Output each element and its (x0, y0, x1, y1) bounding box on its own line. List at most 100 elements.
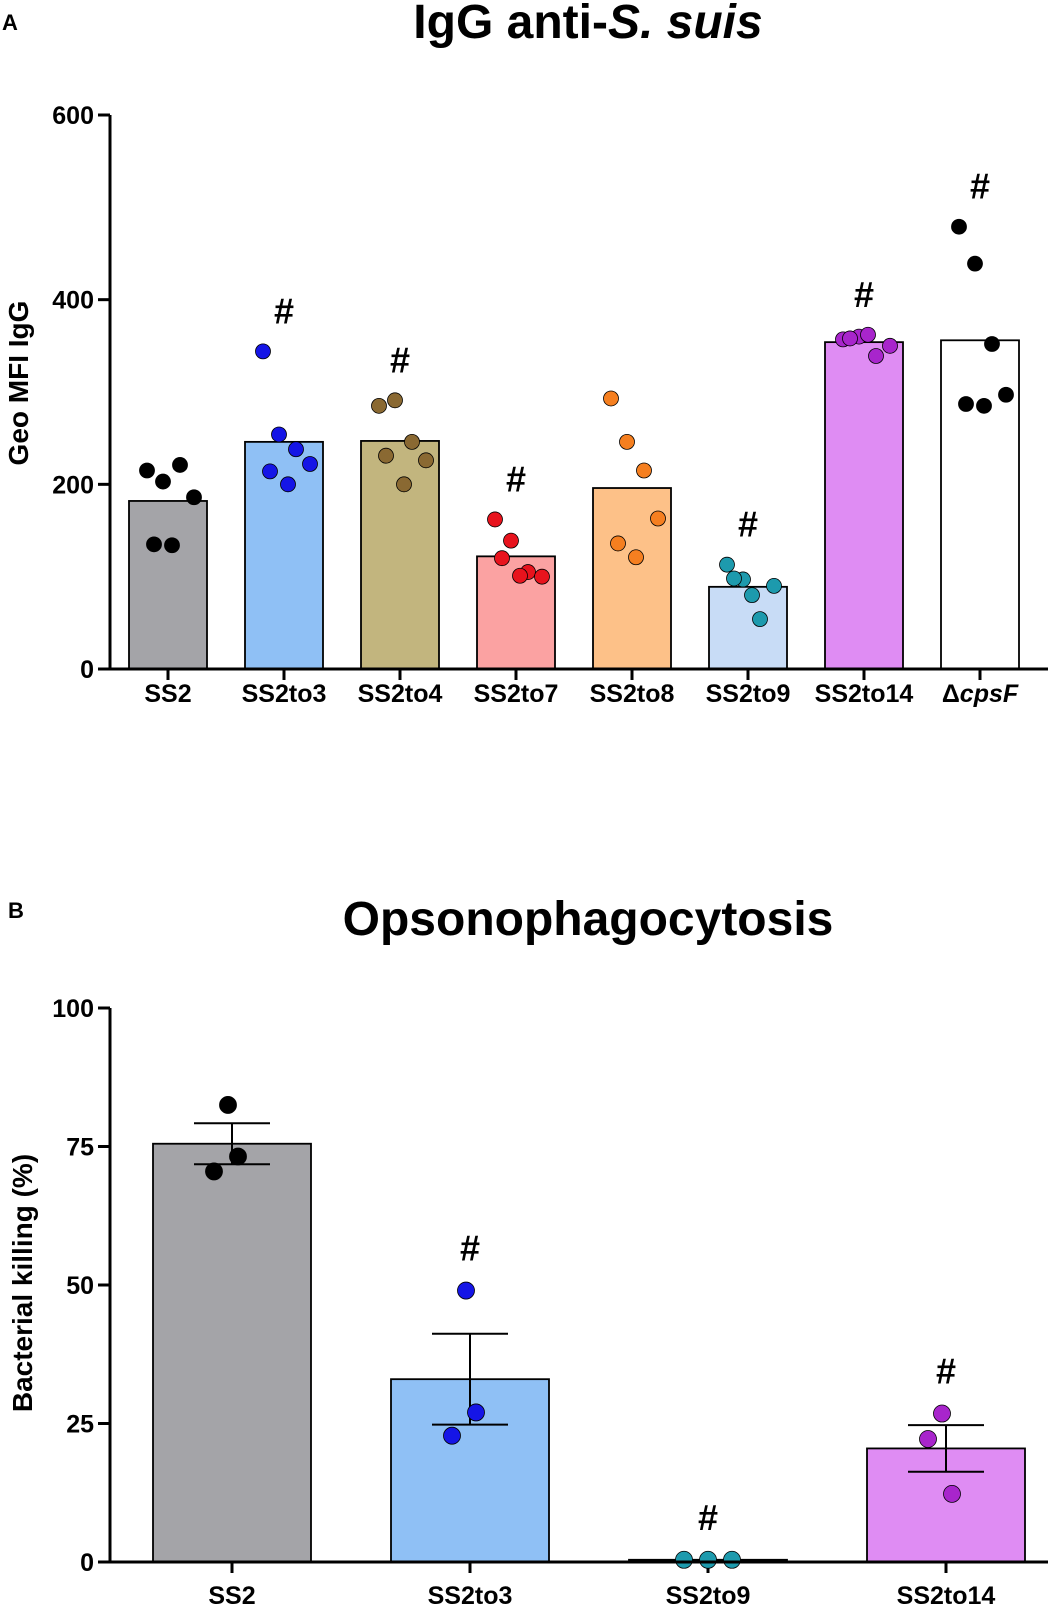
panel-b-category-label-part-0: SS2 (208, 1582, 255, 1606)
panel-a-data-point (998, 386, 1014, 403)
panel-b-data-point (933, 1404, 951, 1423)
panel-a-data-point (650, 510, 666, 527)
panel-a-significance-marker: # (390, 339, 410, 380)
panel-b-data-point (205, 1162, 223, 1181)
panel-a-data-point (172, 457, 188, 473)
panel-b-data-point (457, 1281, 475, 1300)
panel-a-data-point (494, 550, 510, 567)
panel-a-category-label-part-1: cpsF (960, 680, 1019, 708)
panel-b-significance-marker: # (460, 1228, 480, 1269)
panel-b-y-tick-label: 0 (80, 1549, 94, 1577)
panel-a-data-point (636, 462, 652, 479)
panel-a-data-point (302, 456, 318, 472)
panel-a-category-label: SS2to7 (474, 680, 559, 708)
panel-a-y-tick-label: 400 (52, 287, 94, 315)
panel-a-title: IgG anti-S. suis (413, 0, 762, 49)
panel-a-data-point (404, 433, 420, 450)
panel-a-category-label: ΔcpsF (942, 680, 1019, 708)
panel-b-significance-marker: # (698, 1497, 718, 1538)
panel-b-data-point (443, 1426, 461, 1445)
panel-a-category-label-part-0: SS2to14 (815, 680, 914, 708)
panel-a-data-point (378, 447, 394, 464)
panel-a-y-tick-label: 200 (52, 471, 94, 499)
panel-a-bar (244, 440, 324, 670)
panel-a-data-point (610, 535, 626, 552)
panel-a-data-point (967, 255, 983, 272)
panel-a-category-label-part-0: SS2to3 (242, 680, 327, 708)
panel-a-data-point (752, 611, 768, 628)
panel-a-data-point (512, 567, 528, 584)
panel-b-y-axis-label: Bacterial killing (%) (7, 1154, 38, 1412)
panel-b-y-tick-label: 75 (66, 1134, 94, 1162)
panel-a-y-tick-label: 0 (80, 656, 94, 684)
panel-b-data-point (229, 1147, 247, 1166)
panel-a-significance-marker: # (738, 504, 758, 545)
panel-a-y-tick-label: 600 (52, 102, 94, 130)
panel-a-data-point (503, 532, 519, 549)
panel-a-significance-marker: # (854, 274, 874, 315)
panel-b-letter: B (8, 898, 24, 923)
panel-a: A IgG anti-S. suis Geo MFI IgG 0 200 400 60… (2, 0, 1048, 708)
panel-b-significance-marker: # (936, 1351, 956, 1392)
panel-a-category-label: SS2to9 (706, 680, 791, 708)
panel-b-category-label-part-0: SS2to9 (666, 1582, 751, 1606)
panel-a-data-point (628, 549, 644, 566)
panel-a-data-point (976, 397, 992, 414)
panel-b-category-label-part-0: SS2to14 (897, 1582, 996, 1606)
panel-a-data-point (958, 396, 974, 412)
panel-a-data-point (387, 392, 403, 409)
panel-a-category-label-part-0: SS2to4 (358, 680, 443, 708)
panel-a-category-label-part-0: SS2to9 (706, 680, 791, 708)
panel-a-category-label: SS2to3 (242, 680, 327, 708)
panel-a-category-label: SS2to14 (815, 680, 914, 708)
panel-a-significance-marker: # (506, 458, 526, 499)
panel-b-category-label: SS2to14 (897, 1582, 996, 1606)
panel-b-title: Opsonophagocytosis (343, 893, 834, 946)
panel-b-category-label-part-0: SS2to3 (428, 1582, 513, 1606)
panel-b-bar (152, 1142, 312, 1563)
panel-a-data-point (146, 536, 162, 553)
panel-a-data-point (766, 578, 782, 594)
panel-b-data-point (467, 1403, 485, 1422)
panel-a-significance-marker: # (970, 166, 990, 207)
panel-a-data-point (868, 348, 884, 364)
panel-b-data-point (919, 1430, 937, 1448)
panel-a-data-point (288, 441, 304, 458)
panel-a-significance-marker: # (274, 290, 294, 331)
panel-a-data-point (719, 556, 735, 573)
panel-a-bar (128, 500, 208, 670)
panel-b-category-label: SS2to3 (428, 1582, 513, 1606)
panel-a-data-point (603, 390, 619, 407)
panel-b-data-point (723, 1550, 741, 1569)
panel-a-category-label-part-0: SS2 (144, 680, 191, 708)
panel-a-data-point (271, 426, 287, 443)
panel-b-y-tick-label: 25 (66, 1411, 94, 1439)
panel-a-data-point (139, 462, 155, 479)
panel-a-data-point (487, 511, 503, 528)
panel-b-category-label: SS2to9 (666, 1582, 751, 1606)
panel-a-category-label-part-0: SS2to7 (474, 680, 559, 708)
panel-a-letter: A (2, 10, 18, 35)
panel-a-data-point (280, 476, 296, 493)
panel-a-data-point (984, 336, 1000, 352)
panel-a-category-label-part-0: SS2to8 (590, 680, 675, 708)
panel-b-marks: 0 25 50 75 100 SS2 SS2to3 # SS2to9 # SS2to14 # (52, 995, 1026, 1606)
panel-a-data-point (842, 330, 858, 347)
panel-a-data-point (262, 463, 278, 480)
panel-b-data-point (699, 1550, 717, 1569)
panel-a-data-point (860, 326, 876, 343)
panel-b-data-point (675, 1550, 693, 1569)
panel-b-data-point (943, 1484, 961, 1503)
panel-a-data-point (186, 489, 202, 506)
panel-b-y-tick-label: 50 (66, 1272, 94, 1300)
panel-b-category-label: SS2 (208, 1582, 255, 1606)
panel-a-title-part-1: S. suis (608, 0, 763, 49)
panel-a-data-point (155, 473, 171, 490)
panel-a-data-point (534, 568, 550, 585)
panel-a-data-point (371, 397, 387, 414)
panel-a-category-label-part-0: Δ (942, 680, 960, 708)
panel-a-data-point (255, 343, 271, 360)
panel-a-category-label: SS2to8 (590, 680, 675, 708)
panel-a-data-point (882, 337, 898, 354)
